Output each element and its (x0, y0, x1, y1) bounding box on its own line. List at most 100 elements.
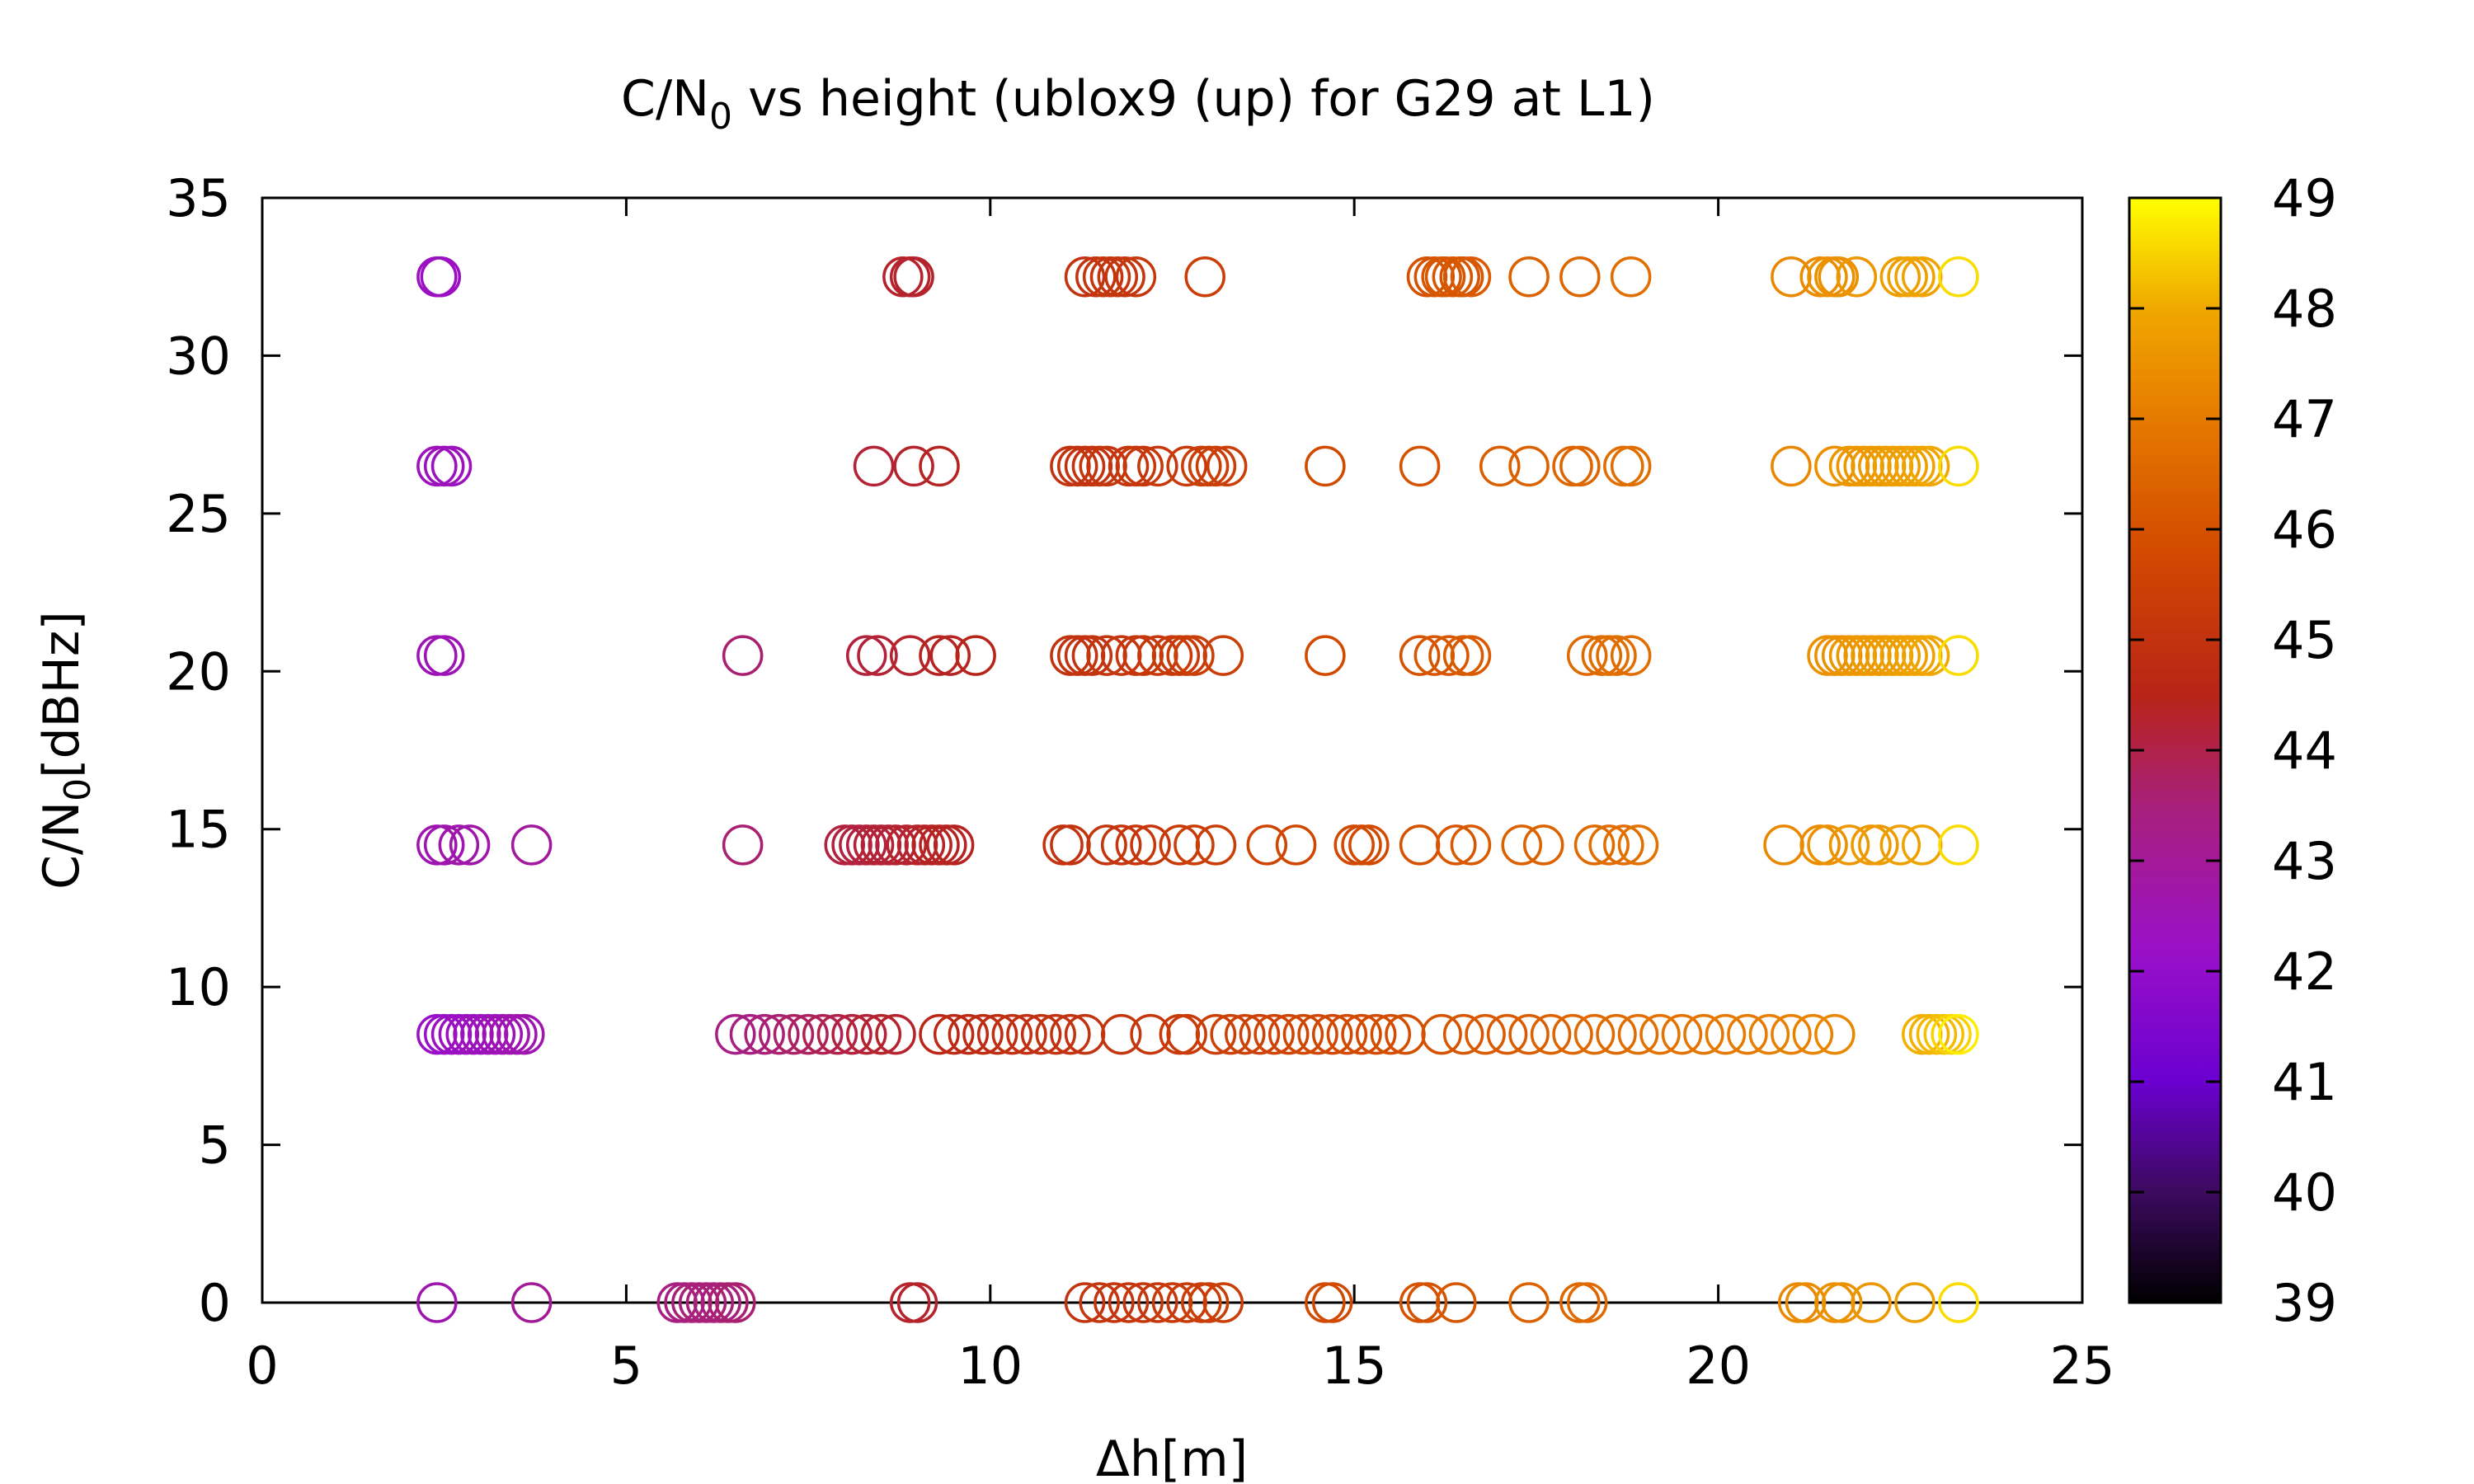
data-point-235 (1385, 1013, 1426, 1055)
data-point-281 (1166, 1282, 1207, 1323)
data-point-279 (1137, 1282, 1178, 1323)
data-point-250 (1727, 1013, 1768, 1055)
data-point-21 (1508, 256, 1550, 298)
data-point-164 (1399, 824, 1441, 866)
data-point-107 (1450, 635, 1492, 676)
data-point-166 (1450, 824, 1492, 866)
data-point-214 (1020, 1013, 1062, 1055)
data-point-239 (1486, 1013, 1528, 1055)
data-point-104 (1413, 635, 1456, 676)
data-point-248 (1683, 1013, 1724, 1055)
data-point-292 (1566, 1282, 1608, 1323)
data-point-261 (416, 1282, 458, 1323)
data-point-244 (1596, 1013, 1637, 1055)
data-point-5 (1064, 256, 1106, 298)
data-point-253 (1792, 1013, 1834, 1055)
data-point-299 (1938, 1282, 1979, 1323)
data-point-237 (1442, 1013, 1484, 1055)
colorbar-tick-label-2: 41 (2272, 1052, 2337, 1112)
data-point-169 (1573, 824, 1616, 866)
data-point-131 (438, 824, 480, 866)
data-point-50 (1137, 445, 1178, 487)
data-point-26 (1807, 256, 1848, 298)
y-tick-label-7: 35 (166, 168, 231, 228)
data-point-180 (1902, 824, 1943, 866)
y-tick-label-0: 0 (199, 1273, 231, 1333)
data-point-284 (1202, 1282, 1244, 1323)
data-point-80 (423, 635, 465, 676)
data-point-234 (1370, 1013, 1412, 1055)
data-point-57 (1399, 445, 1441, 487)
data-point-20 (1450, 256, 1492, 298)
data-point-196 (729, 1013, 771, 1055)
data-point-51 (1166, 445, 1207, 487)
colorbar-tick-label-0: 39 (2272, 1273, 2337, 1333)
x-tick-label-3: 15 (1322, 1336, 1387, 1396)
data-point-274 (1064, 1282, 1106, 1323)
data-point-280 (1151, 1282, 1193, 1323)
data-point-49 (1122, 445, 1164, 487)
data-point-251 (1748, 1013, 1790, 1055)
data-point-108 (1566, 635, 1608, 676)
x-tick-label-5: 25 (2050, 1336, 2115, 1396)
data-point-219 (1130, 1013, 1171, 1055)
data-point-151 (1050, 824, 1091, 866)
y-tick-label-4: 20 (166, 641, 231, 702)
data-point-128 (1938, 635, 1979, 676)
data-point-179 (1879, 824, 1921, 866)
data-point-233 (1355, 1013, 1397, 1055)
data-point-143 (886, 824, 928, 866)
data-point-112 (1610, 635, 1652, 676)
y-tick-label-6: 30 (166, 326, 231, 386)
data-point-54 (1195, 445, 1237, 487)
data-point-142 (875, 824, 916, 866)
data-point-297 (1851, 1282, 1892, 1323)
data-point-130 (423, 824, 465, 866)
data-point-56 (1305, 445, 1346, 487)
data-point-212 (991, 1013, 1033, 1055)
data-point-93 (1100, 635, 1142, 676)
data-point-150 (1042, 824, 1084, 866)
colorbar-tick-label-5: 44 (2272, 721, 2337, 781)
data-point-2 (882, 256, 924, 298)
data-point-203 (831, 1013, 872, 1055)
data-point-167 (1501, 824, 1542, 866)
data-point-227 (1268, 1013, 1310, 1055)
data-point-249 (1705, 1013, 1747, 1055)
data-point-222 (1195, 1013, 1237, 1055)
y-tick-label-5: 25 (166, 484, 231, 544)
data-point-105 (1428, 635, 1470, 676)
data-point-0 (416, 256, 458, 298)
data-point-200 (788, 1013, 829, 1055)
data-point-55 (1206, 445, 1248, 487)
data-point-218 (1100, 1013, 1142, 1055)
data-point-85 (919, 635, 960, 676)
x-tick-label-0: 0 (246, 1336, 278, 1396)
data-point-96 (1137, 635, 1178, 676)
data-point-100 (1174, 635, 1215, 676)
data-point-243 (1573, 1013, 1616, 1055)
data-point-277 (1108, 1282, 1150, 1323)
data-point-246 (1639, 1013, 1681, 1055)
data-point-4 (893, 256, 934, 298)
colorbar-ticks: 39 40 41 42 43 44 45 46 47 48 49 (2129, 168, 2337, 1333)
data-point-225 (1239, 1013, 1281, 1055)
data-point-216 (1050, 1013, 1091, 1055)
data-point-288 (1406, 1282, 1448, 1323)
data-point-199 (773, 1013, 815, 1055)
data-point-247 (1661, 1013, 1703, 1055)
data-point-171 (1603, 824, 1644, 866)
data-point-245 (1617, 1013, 1659, 1055)
data-point-36 (423, 445, 465, 487)
data-point-87 (955, 635, 996, 676)
data-point-33 (1902, 256, 1943, 298)
data-point-11 (1115, 256, 1157, 298)
data-point-217 (1064, 1013, 1106, 1055)
data-point-176 (1828, 824, 1870, 866)
data-point-156 (1159, 824, 1201, 866)
data-point-273 (896, 1282, 938, 1323)
data-point-127 (1908, 635, 1950, 676)
x-axis-label: Δh[m] (1096, 1430, 1248, 1484)
axis-ticks (261, 196, 2084, 1304)
data-point-101 (1202, 635, 1244, 676)
